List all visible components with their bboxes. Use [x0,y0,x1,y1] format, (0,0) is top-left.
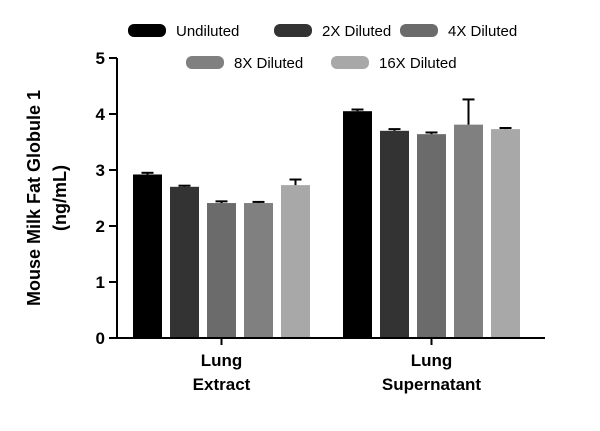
legend-label: 2X Diluted [322,23,391,40]
bar [281,185,310,338]
x-category-label: Lung [411,351,453,370]
legend-item: 16X Diluted [331,55,457,72]
bar [454,124,483,338]
legend-swatch [274,24,312,37]
y-tick-label: 2 [96,217,105,236]
y-tick-label: 3 [96,161,105,180]
legend: Undiluted 2X Diluted 4X Diluted 8X Diluted 1… [128,23,517,72]
bar [343,111,372,338]
y-tick-label: 0 [96,329,105,348]
y-axis-title: Mouse Milk Fat Globule 1 (ng/mL) [24,90,70,306]
bar [380,130,409,338]
y-axis-title-line: (ng/mL) [50,165,70,231]
legend-swatch [186,56,224,69]
x-category-label: Supernatant [382,375,482,394]
y-tick-label: 1 [96,273,105,292]
bar [244,203,273,338]
bar [417,134,446,338]
x-category-label: Lung [201,351,243,370]
legend-label: Undiluted [176,23,239,40]
legend-label: 8X Diluted [234,55,303,72]
bar [133,174,162,338]
legend-swatch [400,24,438,37]
legend-swatch [128,24,166,37]
y-axis: 0 1 2 3 4 5 [96,49,118,348]
legend-item: 2X Diluted [274,23,391,40]
legend-item: 8X Diluted [186,55,303,72]
y-axis-title-line: Mouse Milk Fat Globule 1 [24,90,44,306]
y-axis-title-group: Mouse Milk Fat Globule 1 (ng/mL) [24,90,70,306]
legend-label: 16X Diluted [379,55,457,72]
x-category-label: Extract [193,375,251,394]
legend-swatch [331,56,369,69]
bar [491,129,520,338]
legend-label: 4X Diluted [448,23,517,40]
x-axis: Lung Extract Lung Supernatant [117,337,545,394]
legend-item: Undiluted [128,23,239,40]
y-tick-label: 4 [96,105,106,124]
bar [207,203,236,338]
y-tick-label: 5 [96,49,105,68]
bar [170,186,199,338]
legend-item: 4X Diluted [400,23,517,40]
bars [133,98,520,338]
